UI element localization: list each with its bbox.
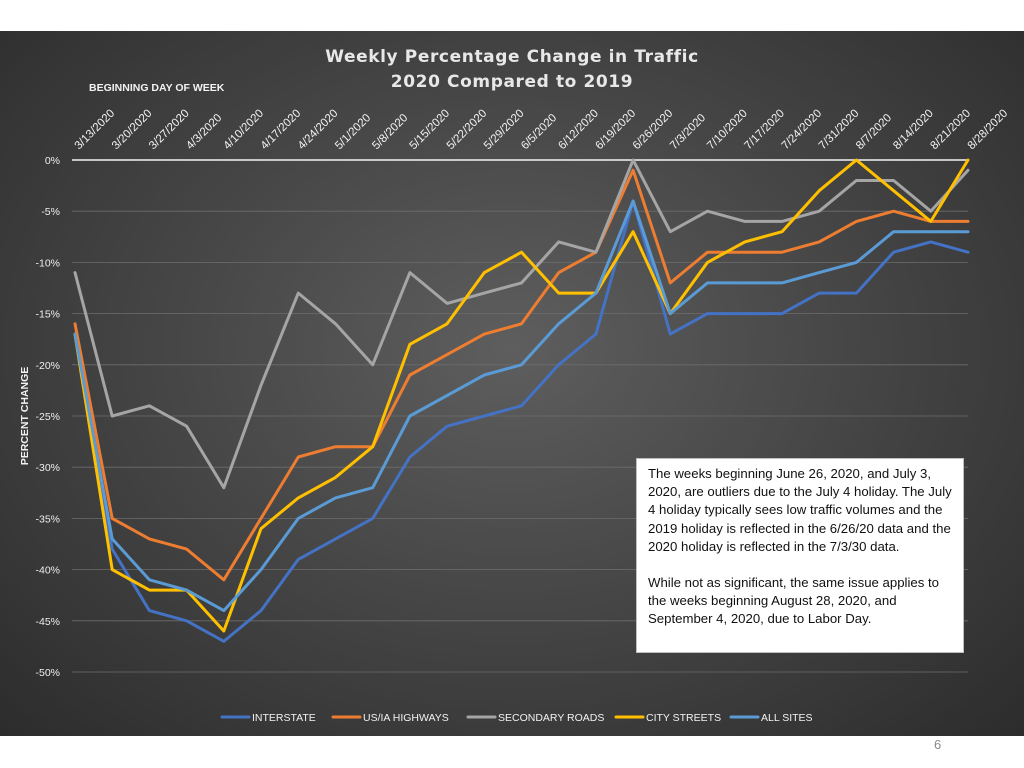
legend-label: CITY STREETS xyxy=(646,712,721,724)
note-paragraph-2: While not as significant, the same issue… xyxy=(648,575,940,627)
y-tick-label: -50% xyxy=(35,667,60,679)
x-tick-label: 5/1/2020 xyxy=(333,112,373,152)
series-line-city-streets xyxy=(73,158,970,633)
series-line-us-ia-highways xyxy=(73,168,970,582)
y-tick-label: -5% xyxy=(41,206,60,218)
y-axis-ticks: 0% -5% -10% -15% -20% -25% -30% -35% -40% -45% -50… xyxy=(35,155,60,679)
y-tick-label: -40% xyxy=(35,565,60,577)
x-tick-label: 7/3/2020 xyxy=(668,112,708,152)
legend-label: INTERSTATE xyxy=(252,712,316,724)
chart-title-line-1: Weekly Percentage Change in Traffic xyxy=(325,47,699,67)
y-tick-label: -25% xyxy=(35,411,60,423)
y-tick-label: -45% xyxy=(35,616,60,628)
series-line-interstate xyxy=(73,199,970,643)
note-paragraph-1: The weeks beginning June 26, 2020, and J… xyxy=(648,466,952,554)
chart-title-line-2: 2020 Compared to 2019 xyxy=(391,72,633,92)
y-tick-label: -20% xyxy=(35,360,60,372)
y-tick-label: -35% xyxy=(35,513,60,525)
y-tick-label: -15% xyxy=(35,309,60,321)
y-tick-label: -10% xyxy=(35,257,60,269)
x-tick-label: 5/8/2020 xyxy=(370,112,410,152)
series-line-all-sites xyxy=(73,199,970,613)
page-number: 6 xyxy=(934,737,942,752)
y-axis-label: PERCENT CHANGE xyxy=(19,367,31,466)
x-tick-label: 8/7/2020 xyxy=(854,112,894,152)
series-lines xyxy=(73,158,970,643)
legend: INTERSTATE US/IA HIGHWAYS SECONDARY ROADS C… xyxy=(220,712,813,724)
y-tick-label: 0% xyxy=(45,155,60,167)
x-axis-label: BEGINNING DAY OF WEEK xyxy=(89,82,225,94)
y-tick-label: -30% xyxy=(35,462,60,474)
x-axis-week-labels: 3/13/20203/20/20203/27/20204/3/20204/10/… xyxy=(73,107,1011,152)
series-line-secondary-roads xyxy=(73,158,970,490)
legend-label: SECONDARY ROADS xyxy=(498,712,604,724)
x-tick-label: 6/5/2020 xyxy=(519,112,559,152)
annotation-note: The weeks beginning June 26, 2020, and J… xyxy=(636,458,964,653)
x-tick-label: 4/3/2020 xyxy=(184,112,224,152)
legend-label: ALL SITES xyxy=(761,712,813,724)
legend-label: US/IA HIGHWAYS xyxy=(363,712,449,724)
x-tick-label: 8/28/2020 xyxy=(966,107,1011,152)
